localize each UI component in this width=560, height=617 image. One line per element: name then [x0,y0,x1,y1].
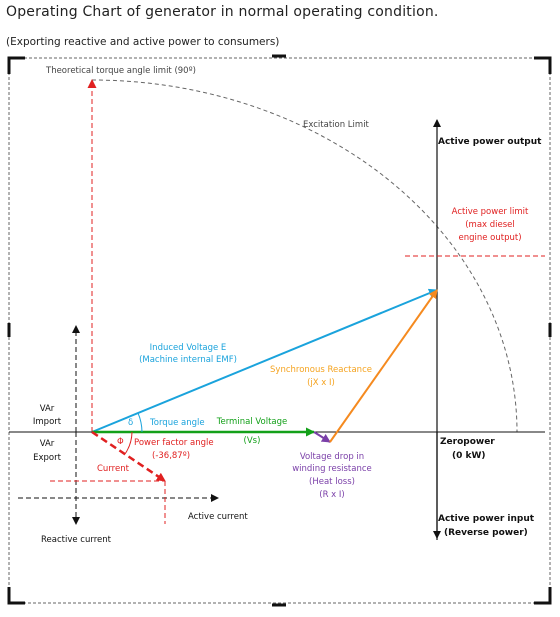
torque-angle-arc [137,412,143,433]
active-power-output-label: Active power output [438,137,542,147]
terminal-voltage-line-2: (Vs) [244,436,261,446]
power-factor-angle-arc [124,431,133,455]
excitation-limit-label: Excitation Limit [303,120,370,130]
frame-corner-marks [7,54,552,607]
power-factor-angle-label: Power factor angle (-36,87º) [134,438,214,461]
reactive-current-label: Reactive current [41,535,112,545]
synchronous-reactance-vector [329,289,438,443]
resistance-drop-vector [313,431,331,443]
current-vector [91,430,166,483]
page-title: Operating Chart of generator in normal o… [6,4,439,20]
var-export-line-1: VAr [40,439,55,449]
active-power-input-line-2: (Reverse power) [444,528,528,538]
active-power-limit-line-1: Active power limit [452,207,529,217]
excitation-limit-arc [91,79,518,433]
voltage-drop-line-2: winding resistance [292,464,372,474]
active-power-limit-line-3: engine output) [458,233,521,243]
zero-power-line-1: Zeropower [440,437,495,447]
synchronous-reactance-line-2: (jX x I) [307,378,335,388]
active-power-input-line-1: Active power input [438,514,535,524]
page-subtitle: (Exporting reactive and active power to … [6,36,280,48]
zero-power-label: Zeropower (0 kW) [440,437,495,461]
synchronous-reactance-label: Synchronous Reactance (jX x I) [270,365,372,388]
var-export-line-2: Export [33,453,61,463]
zero-power-line-2: (0 kW) [452,451,486,461]
current-label: Current [97,464,130,474]
active-power-limit-label: Active power limit (max diesel engine ou… [452,207,529,243]
active-power-input-label: Active power input (Reverse power) [438,514,535,538]
terminal-voltage-label: Terminal Voltage (Vs) [216,417,288,446]
induced-voltage-label: Induced Voltage E (Machine internal EMF) [139,343,237,365]
theoretical-limit-label: Theoretical torque angle limit (90º) [45,66,196,76]
active-current-label: Active current [188,512,248,522]
terminal-voltage-line-1: Terminal Voltage [216,417,288,427]
var-import-label: VAr Import [33,404,62,427]
power-factor-angle-line-1: Power factor angle [134,438,214,448]
var-import-line-2: Import [33,417,62,427]
phi-symbol: Φ [117,437,124,447]
voltage-drop-line-3: (Heat loss) [309,477,355,487]
power-factor-angle-line-2: (-36,87º) [152,451,190,461]
active-power-limit-line-2: (max diesel [465,220,515,230]
induced-voltage-line-2: (Machine internal EMF) [139,355,237,365]
voltage-drop-line-4: (R x I) [319,490,344,500]
frame-border [8,57,551,604]
induced-voltage-vector [91,288,438,433]
var-import-line-1: VAr [40,404,55,414]
torque-angle-label: Torque angle [149,418,205,428]
induced-voltage-line-1: Induced Voltage E [150,343,227,353]
synchronous-reactance-line-1: Synchronous Reactance [270,365,372,375]
var-export-label: VAr Export [33,439,61,463]
voltage-drop-label: Voltage drop in winding resistance (Heat… [292,452,372,500]
voltage-drop-line-1: Voltage drop in [300,452,364,462]
delta-symbol: δ [128,418,133,428]
